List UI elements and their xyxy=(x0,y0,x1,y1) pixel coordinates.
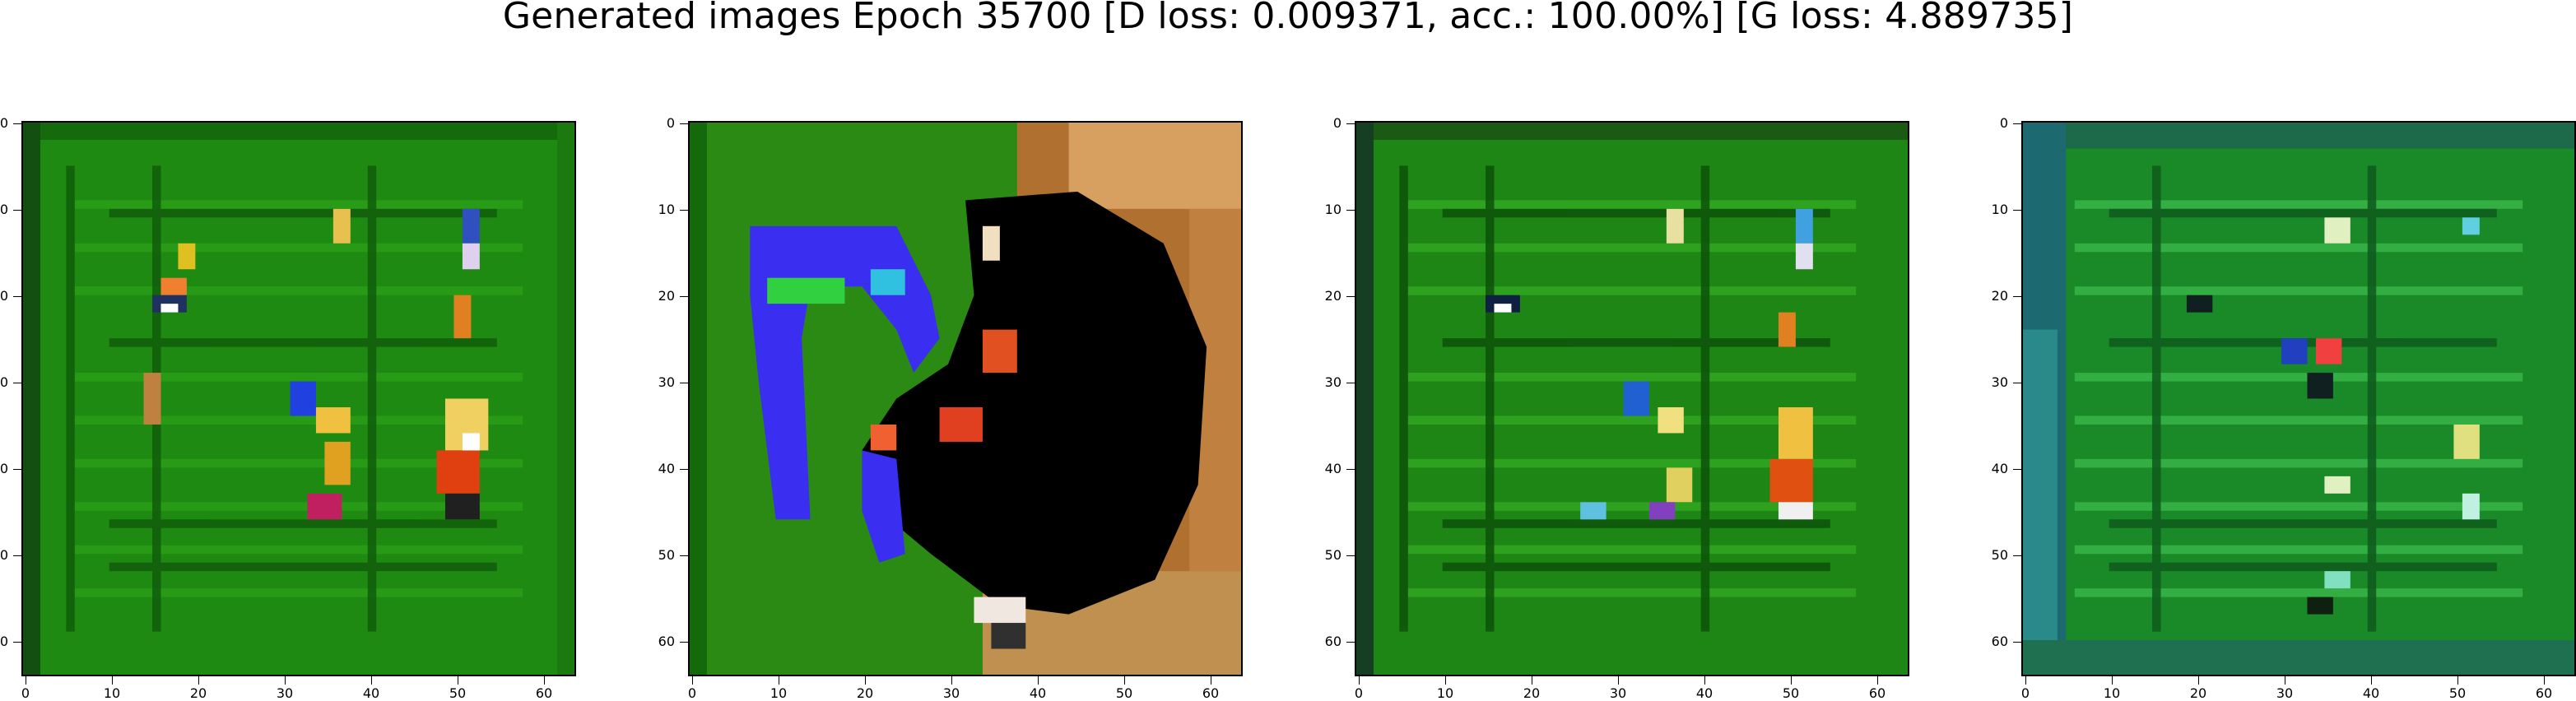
x-tick-label: 0 xyxy=(1354,685,1364,701)
x-tick-label: 40 xyxy=(1029,685,1047,701)
x-tick-label: 60 xyxy=(535,685,553,701)
y-tick-label: 10 xyxy=(1324,202,1341,217)
y-tick-label: 60 xyxy=(1991,634,2008,649)
generated-image-1 xyxy=(21,121,576,676)
x-tick-label: 10 xyxy=(1436,685,1454,701)
x-tick-label: 0 xyxy=(2020,685,2030,701)
y-tick-label: 20 xyxy=(0,288,8,304)
y-tick-label: 0 xyxy=(666,115,675,131)
y-tick-label: 30 xyxy=(658,374,675,390)
x-tick-label: 60 xyxy=(2535,685,2553,701)
x-tick-label: 20 xyxy=(2189,685,2207,701)
x-tick-label: 0 xyxy=(687,685,697,701)
generated-image-panel-3: 0 10 20 30 40 50 60 0 10 20 30 40 50 60 xyxy=(1325,117,1909,700)
x-tick-label: 20 xyxy=(856,685,874,701)
x-tick-label: 50 xyxy=(1115,685,1133,701)
y-tick-label: 30 xyxy=(1324,374,1341,390)
y-tick-label: 30 xyxy=(0,374,8,390)
x-tick-label: 50 xyxy=(1782,685,1800,701)
generated-image-3 xyxy=(1355,121,1909,676)
y-tick-label: 50 xyxy=(658,547,675,563)
generated-image-panel-2: 0 10 20 30 40 50 60 0 10 20 30 40 50 60 xyxy=(658,117,1243,700)
x-tick-label: 40 xyxy=(1695,685,1713,701)
y-tick-label: 40 xyxy=(0,461,8,476)
x-tick-label: 60 xyxy=(1202,685,1220,701)
y-tick-label: 60 xyxy=(1324,634,1341,649)
figure-title: Generated images Epoch 35700 [D loss: 0.… xyxy=(502,0,2074,37)
y-tick-label: 10 xyxy=(1991,202,2008,217)
x-tick-label: 60 xyxy=(1868,685,1886,701)
y-tick-label: 60 xyxy=(658,634,675,649)
y-tick-label: 20 xyxy=(1991,288,2008,304)
y-tick-label: 0 xyxy=(1999,115,2008,131)
y-tick-label: 50 xyxy=(1324,547,1341,563)
y-tick-label: 60 xyxy=(0,634,8,649)
y-tick-label: 40 xyxy=(658,461,675,476)
x-tick-label: 30 xyxy=(1609,685,1627,701)
x-tick-label: 10 xyxy=(2103,685,2121,701)
y-tick-label: 0 xyxy=(1332,115,1341,131)
x-tick-label: 50 xyxy=(2448,685,2467,701)
x-tick-label: 20 xyxy=(1523,685,1541,701)
y-tick-label: 40 xyxy=(1324,461,1341,476)
y-tick-label: 50 xyxy=(1991,547,2008,563)
generated-image-panel-4: 0 10 20 30 40 50 60 0 10 20 30 40 50 60 xyxy=(1992,117,2576,700)
generated-image-4 xyxy=(2021,121,2576,676)
y-tick-label: 10 xyxy=(0,202,8,217)
x-tick-label: 50 xyxy=(449,685,467,701)
y-tick-label: 10 xyxy=(658,202,675,217)
y-tick-label: 40 xyxy=(1991,461,2008,476)
x-tick-label: 40 xyxy=(2362,685,2380,701)
generated-image-panel-1: 0 10 20 30 40 50 60 0 10 20 30 40 50 60 xyxy=(0,117,576,700)
y-tick-label: 50 xyxy=(0,547,8,563)
y-tick-label: 0 xyxy=(0,115,8,131)
x-tick-label: 40 xyxy=(362,685,380,701)
x-tick-label: 10 xyxy=(770,685,788,701)
x-tick-label: 20 xyxy=(189,685,207,701)
y-tick-label: 30 xyxy=(1991,374,2008,390)
x-tick-label: 30 xyxy=(2276,685,2294,701)
x-tick-label: 10 xyxy=(103,685,121,701)
y-tick-label: 20 xyxy=(1324,288,1341,304)
x-tick-label: 0 xyxy=(21,685,30,701)
y-tick-label: 20 xyxy=(658,288,675,304)
generated-image-2 xyxy=(688,121,1243,676)
x-tick-label: 30 xyxy=(942,685,960,701)
x-tick-label: 30 xyxy=(276,685,294,701)
